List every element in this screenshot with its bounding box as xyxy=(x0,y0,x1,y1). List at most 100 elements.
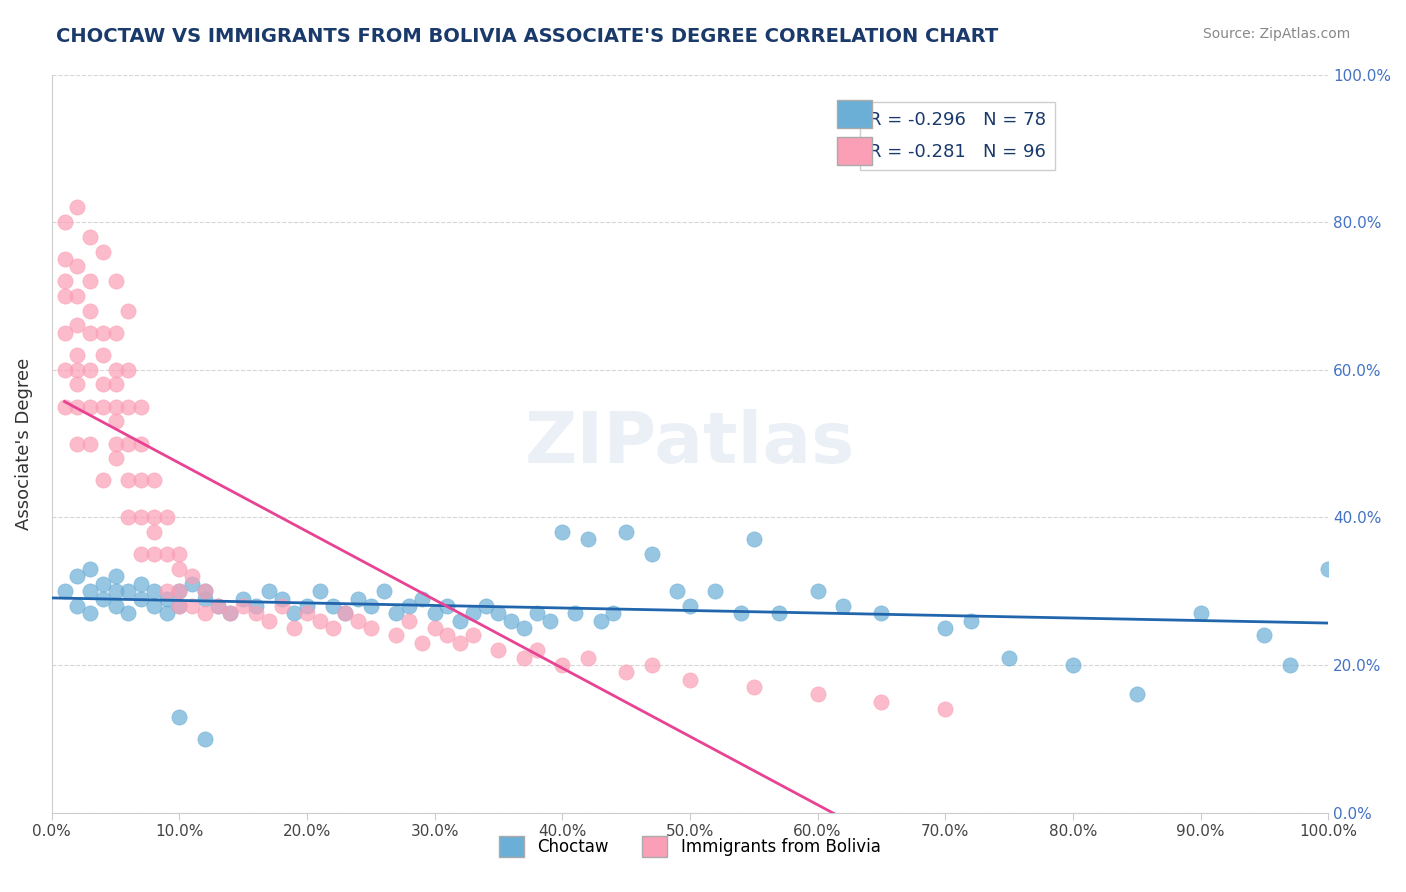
Point xyxy=(194,731,217,746)
Point xyxy=(142,525,165,540)
Point xyxy=(308,614,330,628)
Point xyxy=(194,607,217,621)
Point xyxy=(870,607,893,621)
Point xyxy=(474,599,496,613)
Point xyxy=(347,614,370,628)
Point xyxy=(66,377,89,392)
Point xyxy=(104,274,127,288)
Point xyxy=(870,695,893,709)
Point xyxy=(91,400,114,414)
Point xyxy=(53,274,76,288)
Point xyxy=(322,599,344,613)
Point xyxy=(283,607,305,621)
Point xyxy=(104,400,127,414)
Point xyxy=(576,650,599,665)
Point xyxy=(129,591,152,606)
Point xyxy=(91,377,114,392)
Point xyxy=(169,709,191,723)
Point xyxy=(104,599,127,613)
Point xyxy=(614,665,637,680)
Point xyxy=(257,584,280,599)
Point xyxy=(79,274,101,288)
Point xyxy=(104,451,127,466)
Point xyxy=(79,326,101,340)
Point xyxy=(1062,657,1084,672)
Point xyxy=(1189,607,1212,621)
Point xyxy=(1125,688,1147,702)
Point xyxy=(742,533,765,547)
Point xyxy=(181,576,204,591)
Point xyxy=(104,569,127,583)
Point xyxy=(181,569,204,583)
Point xyxy=(156,591,179,606)
Point xyxy=(526,607,548,621)
Point xyxy=(91,244,114,259)
Point xyxy=(66,400,89,414)
Point xyxy=(551,657,574,672)
Point xyxy=(66,569,89,583)
Point xyxy=(156,547,179,561)
Text: CHOCTAW VS IMMIGRANTS FROM BOLIVIA ASSOCIATE'S DEGREE CORRELATION CHART: CHOCTAW VS IMMIGRANTS FROM BOLIVIA ASSOC… xyxy=(56,27,998,45)
Point xyxy=(117,436,139,450)
Point xyxy=(488,607,510,621)
Point xyxy=(385,607,408,621)
Point xyxy=(104,377,127,392)
Point xyxy=(576,533,599,547)
Point xyxy=(742,680,765,694)
Point xyxy=(142,547,165,561)
Point xyxy=(79,607,101,621)
Point xyxy=(129,400,152,414)
Point xyxy=(53,400,76,414)
Point xyxy=(640,657,662,672)
Point xyxy=(66,436,89,450)
Point xyxy=(104,414,127,428)
Point xyxy=(117,510,139,524)
Point xyxy=(322,621,344,635)
Point xyxy=(79,562,101,576)
Point xyxy=(79,436,101,450)
Point xyxy=(142,584,165,599)
Point xyxy=(129,547,152,561)
Point xyxy=(295,599,318,613)
Point xyxy=(373,584,395,599)
Point xyxy=(270,591,292,606)
Point xyxy=(436,628,458,642)
Point xyxy=(564,607,586,621)
Point xyxy=(117,584,139,599)
Point xyxy=(704,584,727,599)
Point xyxy=(207,599,229,613)
Point xyxy=(232,591,254,606)
Point xyxy=(91,591,114,606)
Point xyxy=(79,303,101,318)
Point xyxy=(934,702,956,716)
Point xyxy=(730,607,752,621)
Point xyxy=(295,607,318,621)
Y-axis label: Associate's Degree: Associate's Degree xyxy=(15,358,32,530)
Point xyxy=(169,599,191,613)
Point xyxy=(53,289,76,303)
Point xyxy=(398,599,420,613)
FancyBboxPatch shape xyxy=(837,100,873,128)
Point xyxy=(53,252,76,266)
Legend: Choctaw, Immigrants from Bolivia: Choctaw, Immigrants from Bolivia xyxy=(492,830,887,863)
Point xyxy=(832,599,855,613)
Point xyxy=(385,628,408,642)
Point xyxy=(117,362,139,376)
Point xyxy=(488,643,510,657)
Point xyxy=(142,474,165,488)
Point xyxy=(129,576,152,591)
Point xyxy=(219,607,242,621)
Point xyxy=(117,400,139,414)
Point xyxy=(614,525,637,540)
Point xyxy=(245,607,267,621)
Point xyxy=(551,525,574,540)
Point xyxy=(104,362,127,376)
Point xyxy=(219,607,242,621)
Point xyxy=(142,599,165,613)
Point xyxy=(998,650,1021,665)
Point xyxy=(1278,657,1301,672)
FancyBboxPatch shape xyxy=(837,136,873,164)
Point xyxy=(66,318,89,333)
Point xyxy=(538,614,561,628)
Point xyxy=(53,326,76,340)
